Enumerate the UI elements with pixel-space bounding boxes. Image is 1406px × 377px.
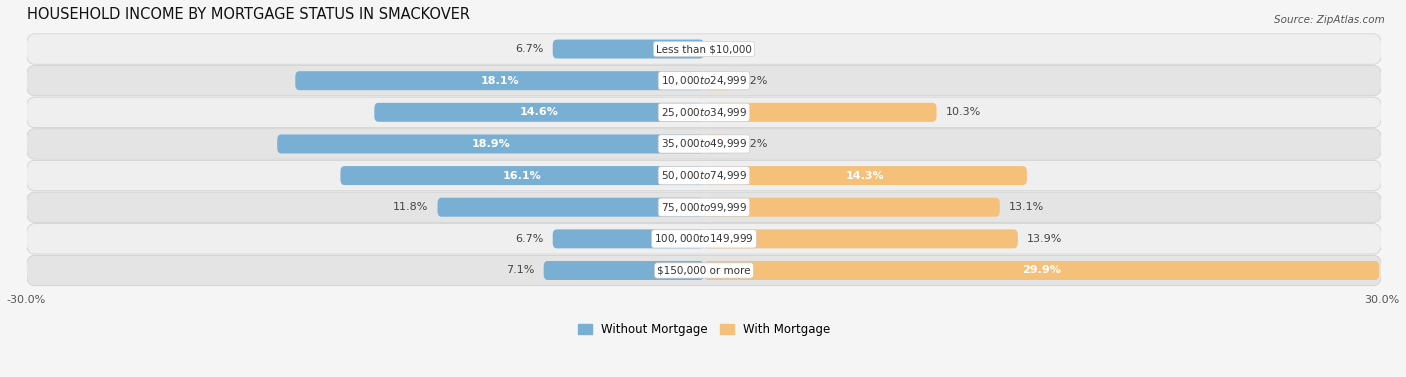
FancyBboxPatch shape — [553, 40, 704, 58]
Text: 16.1%: 16.1% — [503, 170, 541, 181]
Text: $25,000 to $34,999: $25,000 to $34,999 — [661, 106, 747, 119]
Text: $10,000 to $24,999: $10,000 to $24,999 — [661, 74, 747, 87]
FancyBboxPatch shape — [553, 229, 704, 248]
Text: $100,000 to $149,999: $100,000 to $149,999 — [654, 232, 754, 245]
FancyBboxPatch shape — [27, 160, 1382, 191]
Text: $35,000 to $49,999: $35,000 to $49,999 — [661, 138, 747, 150]
FancyBboxPatch shape — [27, 97, 1382, 127]
Text: 13.1%: 13.1% — [1010, 202, 1045, 212]
Text: 11.8%: 11.8% — [394, 202, 429, 212]
FancyBboxPatch shape — [295, 71, 704, 90]
Text: $150,000 or more: $150,000 or more — [657, 265, 751, 276]
Text: HOUSEHOLD INCOME BY MORTGAGE STATUS IN SMACKOVER: HOUSEHOLD INCOME BY MORTGAGE STATUS IN S… — [27, 7, 470, 22]
FancyBboxPatch shape — [704, 166, 1026, 185]
FancyBboxPatch shape — [27, 224, 1382, 254]
FancyBboxPatch shape — [27, 192, 1382, 222]
Legend: Without Mortgage, With Mortgage: Without Mortgage, With Mortgage — [572, 318, 835, 341]
Text: 29.9%: 29.9% — [1022, 265, 1062, 276]
Text: 14.3%: 14.3% — [846, 170, 884, 181]
FancyBboxPatch shape — [27, 255, 1382, 286]
Text: $50,000 to $74,999: $50,000 to $74,999 — [661, 169, 747, 182]
FancyBboxPatch shape — [704, 71, 731, 90]
FancyBboxPatch shape — [27, 129, 1382, 159]
FancyBboxPatch shape — [374, 103, 704, 122]
Text: Source: ZipAtlas.com: Source: ZipAtlas.com — [1274, 15, 1385, 25]
FancyBboxPatch shape — [704, 261, 1379, 280]
Text: $75,000 to $99,999: $75,000 to $99,999 — [661, 201, 747, 214]
FancyBboxPatch shape — [27, 34, 1382, 64]
Text: 1.2%: 1.2% — [740, 139, 769, 149]
FancyBboxPatch shape — [544, 261, 704, 280]
Text: 1.2%: 1.2% — [740, 76, 769, 86]
Text: 18.9%: 18.9% — [471, 139, 510, 149]
FancyBboxPatch shape — [704, 198, 1000, 217]
Text: 18.1%: 18.1% — [481, 76, 519, 86]
Text: 7.1%: 7.1% — [506, 265, 534, 276]
FancyBboxPatch shape — [437, 198, 704, 217]
Text: 13.9%: 13.9% — [1026, 234, 1063, 244]
FancyBboxPatch shape — [27, 66, 1382, 96]
FancyBboxPatch shape — [704, 135, 731, 153]
Text: 0.0%: 0.0% — [713, 44, 741, 54]
FancyBboxPatch shape — [704, 103, 936, 122]
FancyBboxPatch shape — [277, 135, 704, 153]
FancyBboxPatch shape — [340, 166, 704, 185]
Text: 10.3%: 10.3% — [946, 107, 981, 117]
Text: Less than $10,000: Less than $10,000 — [657, 44, 752, 54]
Text: 14.6%: 14.6% — [520, 107, 558, 117]
Text: 6.7%: 6.7% — [516, 234, 544, 244]
FancyBboxPatch shape — [704, 229, 1018, 248]
Text: 6.7%: 6.7% — [516, 44, 544, 54]
